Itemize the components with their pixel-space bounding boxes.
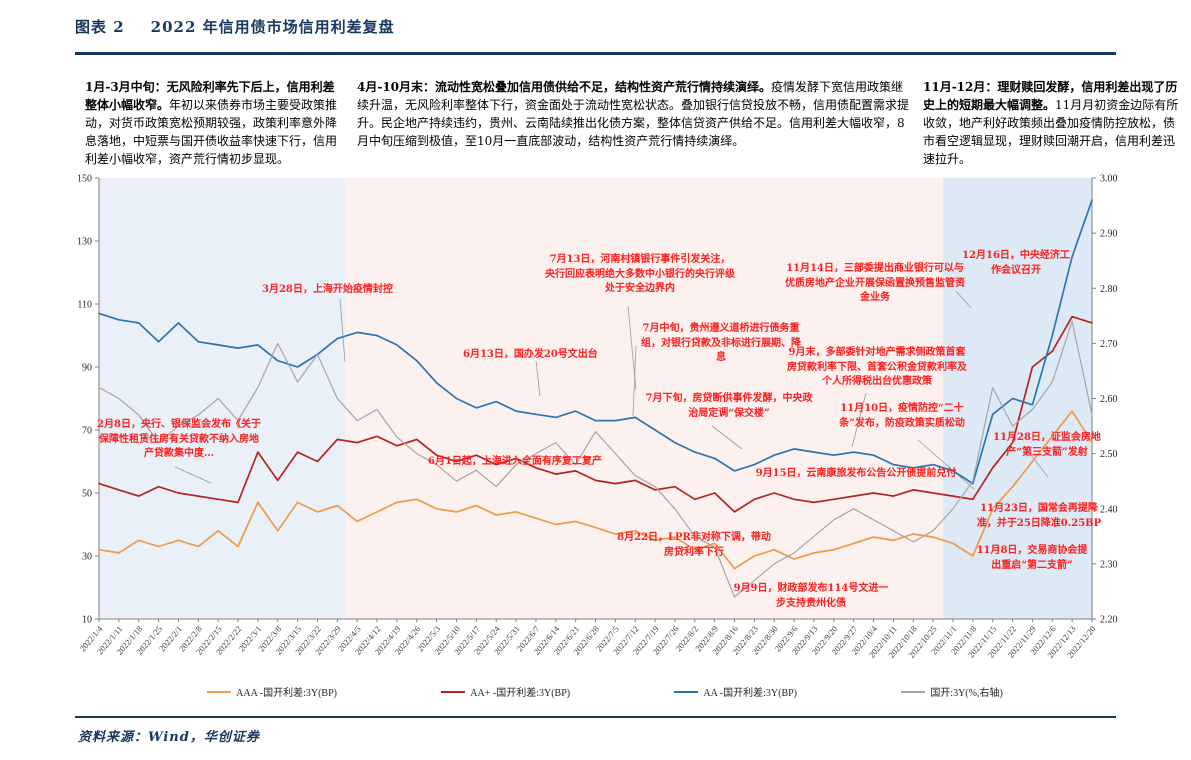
legend-label: AA -国开利差:3Y(BP) <box>703 688 798 699</box>
left-axis-tick-label: 110 <box>77 300 92 311</box>
section-nov-dec: 11月-12月：理财赎回发酵，信用利差出现了历史上的短期最大幅调整。11月月初资… <box>923 78 1183 168</box>
series-line-aa+ <box>98 315 1093 513</box>
annotation-leader-line <box>1023 445 1049 478</box>
section-apr-oct: 4月-10月末：流动性宽松叠加信用债供给不足，结构性资产荒行情持续演绎。疫情发酵… <box>357 78 909 168</box>
annotation-leader-line <box>632 345 637 417</box>
annotation-leader-line <box>917 439 975 490</box>
section-jan-mar: 1月-3月中旬：无风险利率先下后上，信用利差整体小幅收窄。年初以来债券市场主要受… <box>85 78 343 168</box>
series-line-gov-bond-yield <box>98 320 1093 598</box>
annotation-leader-line <box>851 392 867 448</box>
section-apr-oct-body: 疫情发酵下宽信用政策继续升温，无风险利率整体下行，资金面处于流动性宽松状态。叠加… <box>357 80 910 148</box>
right-axis-tick-label: 3.00 <box>1100 174 1118 185</box>
left-axis-tick-label: 150 <box>77 174 92 185</box>
series-line-aa <box>98 199 1093 485</box>
section-nov-dec-lead: 11月-12月：理财赎回发酵，信用利差出现了历史上的短期最大幅调整。 <box>923 80 1178 112</box>
figure-title-text: 2022 年信用债市场信用利差复盘 <box>150 18 395 36</box>
legend-line-swatch <box>207 690 232 693</box>
legend-label: AAA -国开利差:3Y(BP) <box>236 688 337 699</box>
left-axis-tick-label: 130 <box>77 237 92 248</box>
right-axis-tick-label: 2.30 <box>1100 559 1118 570</box>
figure-title: 图表 2 2022 年信用债市场信用利差复盘 <box>75 16 1120 37</box>
section-jan-mar-body: 年初以来债券市场主要受政策推动，对货币政策宽松预期较强，政策利率意外降息落地，中… <box>85 98 338 166</box>
narrative-sections: 1月-3月中旬：无风险利率先下后上，信用利差整体小幅收窄。年初以来债券市场主要受… <box>85 66 1183 180</box>
legend-label: AA+ -国开利差:3Y(BP) <box>470 688 571 699</box>
right-axis-tick-label: 2.20 <box>1100 615 1118 626</box>
annotation-leader-line <box>955 290 972 309</box>
section-apr-oct-lead: 4月-10月末：流动性宽松叠加信用债供给不足，结构性资产荒行情持续演绎。 <box>357 80 772 94</box>
section-nov-dec-body: 11月月初资金边际有所收敛，地产利好政策频出叠加疫情防控放松，债市看空逻辑显现，… <box>923 98 1179 166</box>
right-axis-tick-label: 2.50 <box>1100 449 1118 460</box>
period-band <box>99 178 346 619</box>
annotation-leader-line <box>174 466 212 484</box>
legend-line-swatch <box>441 690 466 693</box>
figure-label: 图表 2 <box>75 18 125 36</box>
right-axis-tick-label: 2.60 <box>1100 394 1118 405</box>
series-line-aaa <box>98 410 1093 570</box>
right-axis-tick-label: 2.90 <box>1100 229 1118 240</box>
legend-label: 国开:3Y(%,右轴) <box>930 688 1003 699</box>
left-axis-tick-label: 10 <box>82 615 92 626</box>
right-axis-tick-label: 2.80 <box>1100 284 1118 295</box>
annotation-leader-line <box>535 360 541 397</box>
title-divider <box>75 52 1116 55</box>
left-axis-tick-label: 70 <box>82 426 92 437</box>
legend-line-swatch <box>901 690 926 693</box>
legend-line-swatch <box>674 690 699 693</box>
legend-item: AAA -国开利差:3Y(BP) <box>207 684 337 699</box>
right-axis-tick-label: 2.70 <box>1100 339 1118 350</box>
right-axis-tick-label: 2.40 <box>1100 504 1118 515</box>
left-axis-tick-label: 30 <box>82 552 92 563</box>
left-axis-tick-label: 50 <box>82 489 92 500</box>
period-band <box>943 178 1092 619</box>
chart-legend: AAA -国开利差:3Y(BP) AA+ -国开利差:3Y(BP) AA -国开利差… <box>155 684 1055 699</box>
legend-item: AA+ -国开利差:3Y(BP) <box>441 684 570 699</box>
annotation-leader-line <box>339 298 346 363</box>
data-source: 资料来源：Wind，华创证券 <box>78 730 260 745</box>
legend-item: 国开:3Y(%,右轴) <box>901 684 1003 699</box>
section-jan-mar-lead: 1月-3月中旬：无风险利率先下后上，信用利差整体小幅收窄。 <box>85 80 335 112</box>
annotation-leader-line <box>711 425 743 450</box>
legend-item: AA -国开利差:3Y(BP) <box>674 684 797 699</box>
period-band <box>345 178 944 619</box>
left-axis-tick-label: 90 <box>82 363 92 374</box>
footer-divider <box>75 716 1116 718</box>
